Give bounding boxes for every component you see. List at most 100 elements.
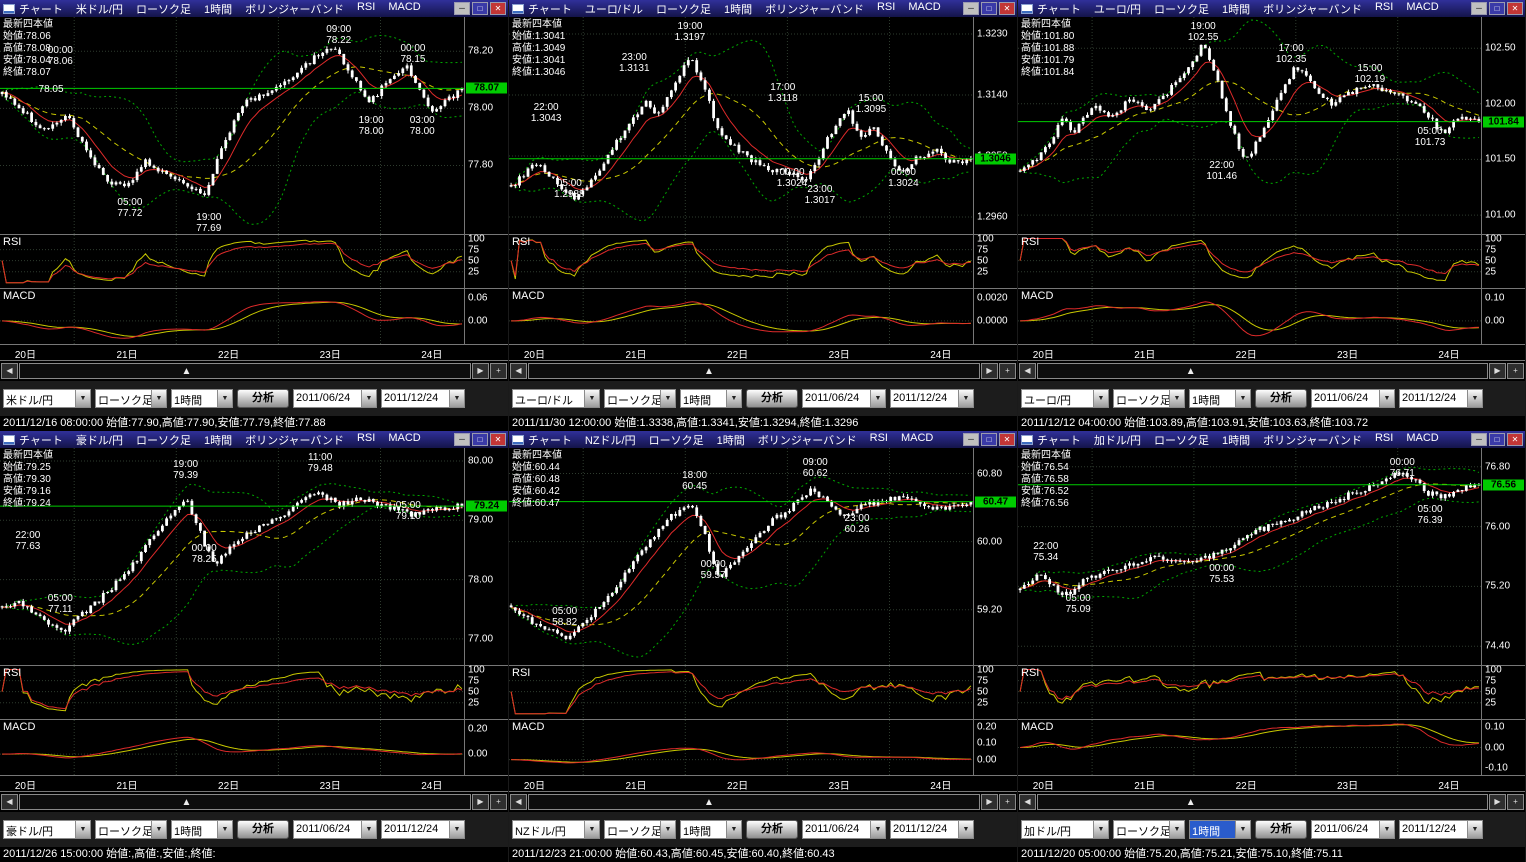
zoom-in-button[interactable]: + xyxy=(999,363,1016,379)
menu-item-candletype[interactable]: ローソク足 xyxy=(655,3,711,16)
date-from-select[interactable]: 2011/06/24 ▼ xyxy=(802,389,886,408)
date-to-select[interactable]: 2011/12/24 ▼ xyxy=(890,389,974,408)
menu-item-bollinger[interactable]: ボリンジャーバンド xyxy=(1263,434,1362,447)
chevron-down-icon[interactable]: ▼ xyxy=(151,821,166,838)
minimize-button[interactable]: － xyxy=(963,433,979,446)
pair-select[interactable]: ユーロ/ドル ▼ xyxy=(512,389,600,408)
close-button[interactable]: ✕ xyxy=(1507,433,1523,446)
zoom-in-button[interactable]: + xyxy=(999,794,1016,810)
rsi-plot[interactable] xyxy=(509,235,973,288)
period-select[interactable]: 1時間 ▼ xyxy=(1189,820,1251,839)
window-titlebar[interactable]: チャート 加ドル/円 ローソク足 1時間 ボリンジャーバンド RSI MACD … xyxy=(1018,431,1525,448)
menu-item-pair[interactable]: 豪ドル/円 xyxy=(75,434,123,447)
menu-item-period[interactable]: 1時間 xyxy=(723,3,753,16)
chevron-down-icon[interactable]: ▼ xyxy=(217,390,232,407)
window-titlebar[interactable]: チャート 豪ドル/円 ローソク足 1時間 ボリンジャーバンド RSI MACD … xyxy=(0,431,508,448)
menu-item-pair[interactable]: ユーロ/ドル xyxy=(584,3,643,16)
pair-select[interactable]: ユーロ/円 ▼ xyxy=(1021,389,1109,408)
chevron-down-icon[interactable]: ▼ xyxy=(151,390,166,407)
period-select[interactable]: 1時間 ▼ xyxy=(680,389,742,408)
menu-item-rsi[interactable]: RSI xyxy=(869,431,888,444)
chevron-down-icon[interactable]: ▼ xyxy=(217,821,232,838)
minimize-button[interactable]: － xyxy=(454,433,470,446)
chevron-down-icon[interactable]: ▼ xyxy=(958,390,973,407)
chevron-down-icon[interactable]: ▼ xyxy=(449,821,464,838)
menu-item-rsi[interactable]: RSI xyxy=(356,431,376,444)
minimize-button[interactable]: － xyxy=(454,2,470,15)
macd-plot[interactable] xyxy=(0,720,464,775)
menu-item-period[interactable]: 1時間 xyxy=(1221,3,1251,16)
menu-item-chart[interactable]: チャート xyxy=(19,3,63,16)
charttype-select[interactable]: ローソク足 ▼ xyxy=(604,389,676,408)
menu-item-macd[interactable]: MACD xyxy=(1406,431,1439,444)
minimize-button[interactable]: － xyxy=(1471,433,1487,446)
menu-item-bollinger[interactable]: ボリンジャーバンド xyxy=(245,3,344,16)
menu-item-macd[interactable]: MACD xyxy=(388,0,421,13)
close-button[interactable]: ✕ xyxy=(999,2,1015,15)
menu-item-rsi[interactable]: RSI xyxy=(1374,431,1394,444)
period-select[interactable]: 1時間 ▼ xyxy=(171,820,233,839)
rsi-plot[interactable] xyxy=(0,235,464,288)
menu-item-rsi[interactable]: RSI xyxy=(356,0,376,13)
pair-select[interactable]: 加ドル/円 ▼ xyxy=(1021,820,1109,839)
chevron-down-icon[interactable]: ▼ xyxy=(1379,821,1394,838)
rsi-plot[interactable] xyxy=(509,666,973,719)
rsi-plot[interactable] xyxy=(1018,666,1481,719)
scroll-track[interactable]: ▲ xyxy=(19,363,471,379)
chevron-down-icon[interactable]: ▼ xyxy=(1467,821,1482,838)
scroll-track[interactable]: ▲ xyxy=(528,363,980,379)
rsi-plot[interactable] xyxy=(1018,235,1481,288)
menu-item-chart[interactable]: チャート xyxy=(1037,3,1081,16)
main-plot[interactable]: 19:00 102.55 17:00 102.35 15:00 102.19 22:00 10… xyxy=(1018,17,1481,234)
menu-item-macd[interactable]: MACD xyxy=(900,431,934,444)
date-from-select[interactable]: 2011/06/24 ▼ xyxy=(1311,820,1395,839)
analyze-button[interactable]: 分析 xyxy=(1255,820,1307,839)
scroll-left-button[interactable]: ◀ xyxy=(1,363,18,379)
menu-item-bollinger[interactable]: ボリンジャーバンド xyxy=(1263,3,1362,16)
minimize-button[interactable]: － xyxy=(1471,2,1487,15)
macd-plot[interactable] xyxy=(1018,720,1481,775)
scroll-right-button[interactable]: ▶ xyxy=(1489,794,1506,810)
zoom-in-button[interactable]: + xyxy=(490,794,507,810)
menu-item-pair[interactable]: ユーロ/円 xyxy=(1093,3,1141,16)
close-button[interactable]: ✕ xyxy=(999,433,1015,446)
scroll-right-button[interactable]: ▶ xyxy=(981,794,998,810)
scroll-left-button[interactable]: ◀ xyxy=(1019,363,1036,379)
window-titlebar[interactable]: チャート NZドル/円 ローソク足 1時間 ボリンジャーバンド RSI MACD… xyxy=(509,431,1017,448)
minimize-button[interactable]: － xyxy=(963,2,979,15)
charttype-select[interactable]: ローソク足 ▼ xyxy=(1113,820,1185,839)
scroll-thumb[interactable]: ▲ xyxy=(704,797,714,808)
macd-plot[interactable] xyxy=(1018,289,1481,344)
maximize-button[interactable]: □ xyxy=(1489,2,1505,15)
menu-item-chart[interactable]: チャート xyxy=(1037,434,1081,447)
menu-item-pair[interactable]: 加ドル/円 xyxy=(1093,434,1141,447)
pair-select[interactable]: 豪ドル/円 ▼ xyxy=(3,820,91,839)
close-button[interactable]: ✕ xyxy=(1507,2,1523,15)
menu-item-chart[interactable]: チャート xyxy=(528,3,572,16)
analyze-button[interactable]: 分析 xyxy=(1255,389,1307,408)
chevron-down-icon[interactable]: ▼ xyxy=(1093,390,1108,407)
chevron-down-icon[interactable]: ▼ xyxy=(584,390,599,407)
menu-item-period[interactable]: 1時間 xyxy=(203,434,233,447)
scroll-thumb[interactable]: ▲ xyxy=(181,366,192,377)
menu-item-pair[interactable]: 米ドル/円 xyxy=(75,3,123,16)
menu-item-candletype[interactable]: ローソク足 xyxy=(1153,3,1209,16)
chevron-down-icon[interactable]: ▼ xyxy=(1467,390,1482,407)
analyze-button[interactable]: 分析 xyxy=(237,389,289,408)
main-plot[interactable]: 19:00 1.3197 23:00 1.3131 22:00 1.3043 05:00 1.… xyxy=(509,17,973,234)
menu-item-chart[interactable]: チャート xyxy=(528,434,572,447)
charttype-select[interactable]: ローソク足 ▼ xyxy=(95,389,167,408)
menu-item-macd[interactable]: MACD xyxy=(908,0,941,13)
menu-item-bollinger[interactable]: ボリンジャーバンド xyxy=(245,434,344,447)
menu-item-candletype[interactable]: ローソク足 xyxy=(1153,434,1209,447)
chevron-down-icon[interactable]: ▼ xyxy=(361,821,376,838)
chevron-down-icon[interactable]: ▼ xyxy=(958,821,973,838)
chevron-down-icon[interactable]: ▼ xyxy=(660,821,675,838)
window-titlebar[interactable]: チャート ユーロ/ドル ローソク足 1時間 ボリンジャーバンド RSI MACD… xyxy=(509,0,1017,17)
analyze-button[interactable]: 分析 xyxy=(237,820,289,839)
period-select[interactable]: 1時間 ▼ xyxy=(680,820,742,839)
chevron-down-icon[interactable]: ▼ xyxy=(75,390,90,407)
charttype-select[interactable]: ローソク足 ▼ xyxy=(604,820,676,839)
scroll-track[interactable]: ▲ xyxy=(1037,363,1488,379)
period-select[interactable]: 1時間 ▼ xyxy=(171,389,233,408)
